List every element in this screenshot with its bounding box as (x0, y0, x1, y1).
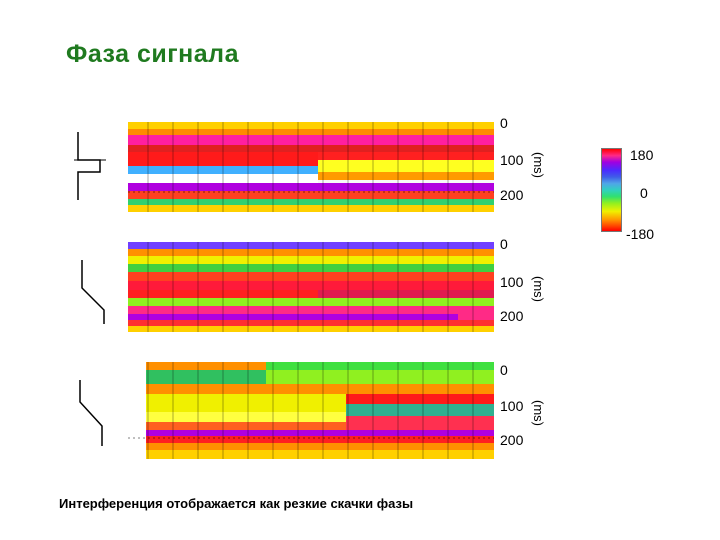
time-axis-unit: (ms) (531, 400, 546, 426)
time-tick-0: 0 (500, 362, 508, 378)
colorbar-max-label: 180 (630, 147, 654, 163)
slope-junction-icon (79, 380, 103, 446)
time-tick-100: 100 (500, 274, 524, 290)
ramp-junction-icon (81, 260, 105, 324)
page-title: Фаза сигнала (66, 40, 239, 68)
time-tick-0: 0 (500, 115, 508, 131)
time-tick-100: 100 (500, 152, 524, 168)
time-axis-unit: (ms) (531, 152, 546, 178)
phase-colorbar (601, 148, 622, 232)
phase-map-1 (128, 122, 494, 212)
phase-panel-3 (128, 362, 494, 459)
time-tick-200: 200 (500, 432, 524, 448)
step-junction-icon (74, 132, 106, 200)
phase-map-2 (128, 242, 494, 332)
time-tick-200: 200 (500, 308, 524, 324)
colorbar-mid-label: 0 (640, 185, 648, 201)
time-tick-200: 200 (500, 187, 524, 203)
phase-panel-2 (128, 242, 494, 332)
time-axis-unit: (ms) (531, 276, 546, 302)
time-tick-100: 100 (500, 398, 524, 414)
time-tick-0: 0 (500, 236, 508, 252)
phase-panel-1 (128, 122, 494, 212)
caption: Интерференция отображается как резкие ск… (59, 496, 414, 511)
phase-map-3 (128, 362, 494, 459)
colorbar-min-label: -180 (626, 226, 655, 242)
